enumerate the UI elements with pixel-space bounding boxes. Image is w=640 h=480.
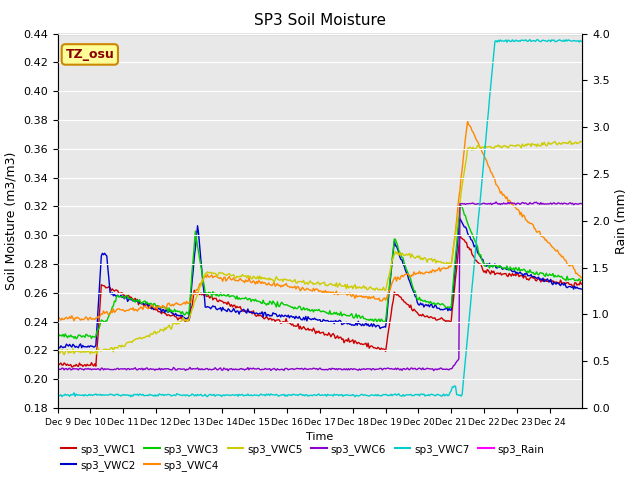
Y-axis label: Soil Moisture (m3/m3): Soil Moisture (m3/m3) xyxy=(4,152,17,290)
Text: TZ_osu: TZ_osu xyxy=(65,48,114,61)
Legend: sp3_VWC1, sp3_VWC2, sp3_VWC3, sp3_VWC4, sp3_VWC5, sp3_VWC6, sp3_VWC7, sp3_Rain: sp3_VWC1, sp3_VWC2, sp3_VWC3, sp3_VWC4, … xyxy=(56,439,549,475)
Title: SP3 Soil Moisture: SP3 Soil Moisture xyxy=(254,13,386,28)
X-axis label: Time: Time xyxy=(307,432,333,442)
Y-axis label: Rain (mm): Rain (mm) xyxy=(616,188,628,253)
